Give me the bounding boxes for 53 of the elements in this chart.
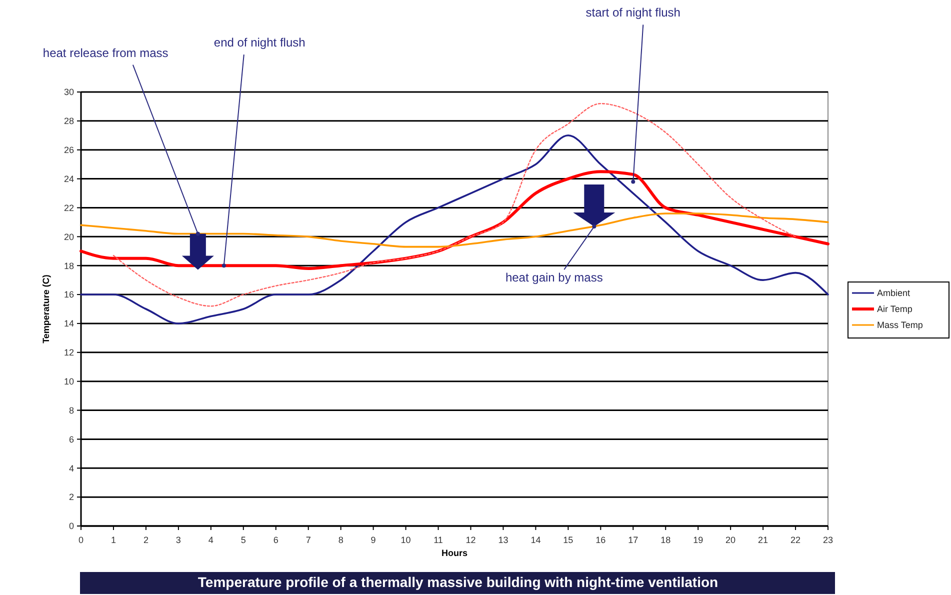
x-tick-label: 10 (400, 535, 411, 545)
x-tick-label: 20 (726, 535, 736, 545)
x-tick-label: 0 (78, 535, 84, 545)
y-axis-title: Temperature (C) (41, 274, 51, 344)
y-tick-label: 24 (64, 174, 74, 184)
line-series (80, 212, 829, 248)
y-tick-label: 2 (68, 492, 74, 502)
y-tick-label: 30 (64, 87, 74, 98)
annotation: end of night flush (214, 36, 306, 50)
x-tick-label: 7 (306, 535, 311, 545)
text: Temperature profile of a thermally massive building with night-time ventilation (198, 574, 718, 590)
y-tick-label: 8 (68, 405, 74, 416)
x-tick-label: 13 (498, 535, 508, 545)
y-tick-label: 14 (64, 318, 74, 329)
x-tick-label: 16 (596, 535, 606, 545)
x-tick-label: 17 (628, 535, 638, 545)
y-tick-label: 6 (68, 434, 74, 444)
x-tick-label: 18 (660, 535, 671, 545)
x-tick-label: 19 (693, 535, 704, 545)
x-tick-label: 4 (208, 535, 214, 545)
x-tick-label: 5 (240, 535, 246, 545)
y-tick-label: 20 (64, 232, 74, 242)
y-tick-label: 10 (64, 376, 74, 386)
line-series (80, 134, 829, 324)
annotation: start of night flush (586, 6, 680, 20)
x-tick-label: 9 (370, 535, 376, 545)
y-tick-label: 0 (68, 521, 74, 532)
x-tick-label: 21 (758, 535, 768, 545)
line-series (112, 102, 796, 307)
x-tick-label: 22 (790, 535, 801, 545)
y-tick-label: 12 (64, 348, 74, 358)
x-tick-label: 6 (273, 535, 278, 545)
y-tick-label: 18 (64, 260, 74, 271)
x-tick-label: 23 (822, 535, 834, 545)
y-tick-label: 16 (64, 290, 74, 300)
legend-label: Air Temp (877, 304, 912, 314)
x-tick-label: 12 (466, 535, 476, 545)
x-tick-label: 1 (110, 535, 116, 545)
annotation: heat release from mass (42, 46, 168, 60)
legend-label: Mass Temp (877, 320, 923, 330)
x-tick-label: 3 (176, 535, 181, 545)
x-tick-label: 14 (530, 535, 541, 545)
annotation: heat gain by mass (505, 270, 603, 285)
x-tick-label: 11 (434, 535, 443, 545)
x-tick-label: 8 (338, 535, 344, 545)
x-tick-label: 15 (563, 535, 574, 545)
y-tick-label: 28 (64, 116, 74, 126)
legend-label: Ambient (877, 288, 911, 298)
x-tick-label: 2 (143, 535, 148, 545)
y-tick-label: 4 (68, 463, 74, 474)
x-axis-title: Hours (441, 548, 468, 558)
y-tick-label: 26 (64, 145, 74, 156)
y-tick-label: 22 (64, 202, 74, 213)
